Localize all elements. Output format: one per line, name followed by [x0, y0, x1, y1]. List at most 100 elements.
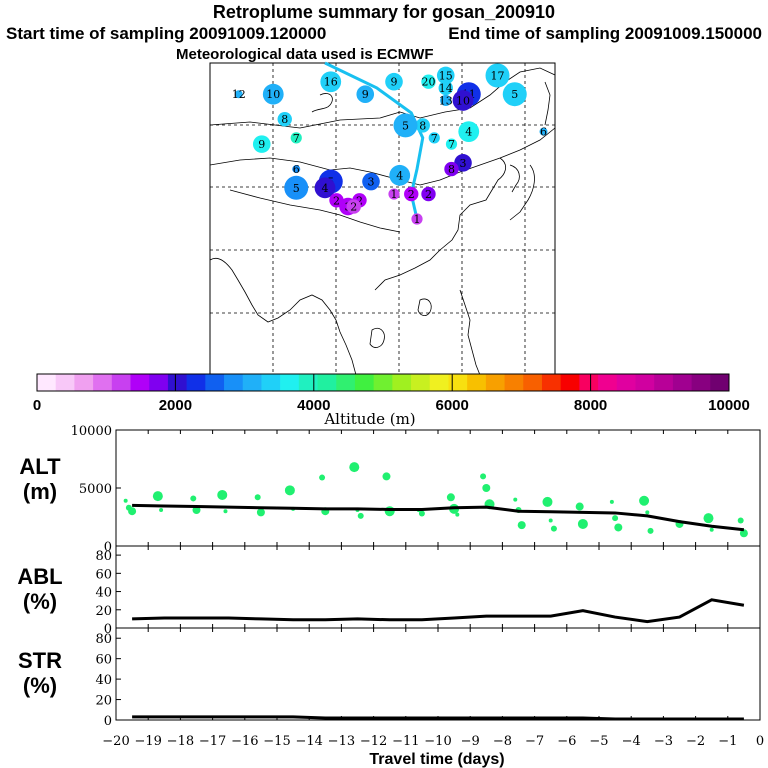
trajectory-marker: [485, 63, 510, 88]
marker-label: 2: [333, 194, 340, 207]
x-tick-label: −11: [392, 734, 419, 749]
marker-label: 8: [281, 113, 288, 126]
x-tick-label: −5: [589, 734, 608, 749]
colorbar-segment: [373, 374, 393, 391]
scatter-point: [737, 517, 744, 524]
trajectory-marker: [428, 132, 440, 144]
trajectory-marker: [415, 118, 430, 133]
trajectory-marker: [389, 164, 411, 186]
colorbar-segment: [598, 374, 618, 391]
marker-label: 15: [439, 69, 453, 82]
trajectory-marker: [458, 121, 480, 143]
marker-label: 10: [266, 88, 280, 101]
colorbar-frame: [36, 373, 730, 392]
x-tick-label: −7: [525, 734, 544, 749]
colorbar-segment: [93, 374, 113, 391]
marker-label: 13: [439, 94, 453, 107]
colorbar-segment: [205, 374, 225, 391]
scatter-point: [418, 510, 425, 517]
colorbar-segment: [130, 374, 150, 391]
x-tick-label: −15: [263, 734, 290, 749]
colorbar-segment: [691, 374, 711, 391]
colorbar-tick-label: 6000: [436, 397, 469, 414]
alt-label: ALT: [19, 454, 61, 479]
colorbar-segment: [467, 374, 487, 391]
colorbar-tick-label: 2000: [159, 397, 192, 414]
trajectory-marker: [290, 132, 302, 144]
x-tick-label: −3: [654, 734, 673, 749]
scatter-point: [159, 508, 164, 513]
y-tick-label: 0: [104, 714, 112, 729]
scatter-point: [739, 529, 748, 538]
scatter-point: [647, 527, 654, 534]
colorbar-tick-label: 0: [33, 397, 41, 414]
colorbar-segment: [242, 374, 262, 391]
x-tick-label: −1: [718, 734, 737, 749]
colorbar-tick-label: 10000: [708, 397, 750, 414]
coastlines: [209, 67, 556, 376]
trajectory-marker: [440, 94, 452, 107]
x-axis-label: Travel time (days): [369, 751, 504, 768]
marker-label: 2: [350, 201, 357, 214]
colorbar-segment: [74, 374, 94, 391]
colorbar-segment: [167, 374, 188, 391]
alt-unit: (m): [23, 479, 57, 504]
x-tick-label: −20: [102, 734, 129, 749]
trajectory-marker: [234, 90, 243, 99]
colorbar-segment: [392, 374, 412, 391]
colorbar-segment: [616, 374, 636, 391]
marker-label: 4: [396, 169, 403, 182]
trajectory-marker: [421, 186, 436, 202]
marker-label: 9: [362, 88, 369, 101]
scatter-point: [612, 515, 619, 522]
trajectory-marker: [314, 177, 336, 199]
trajectory-marker: [445, 138, 458, 150]
x-tick-label: 0: [756, 734, 764, 749]
abl-unit: (%): [23, 589, 57, 614]
marker-label: 9: [391, 76, 398, 89]
colorbar-segment: [280, 374, 300, 391]
scatter-point: [575, 502, 584, 511]
trajectory-markers: 1210879651699201514131711105685747384543…: [232, 63, 548, 226]
colorbar-tick-label: 8000: [574, 397, 607, 414]
met-data: Meteorological data used is ECMWF: [176, 46, 434, 63]
colorbar-tick-label: 4000: [297, 397, 330, 414]
colorbar-segment: [541, 374, 562, 391]
scatter-point: [123, 498, 128, 503]
marker-label: 2: [408, 188, 415, 201]
y-tick-label: 5000: [79, 482, 112, 497]
scatter-point: [645, 510, 650, 515]
colorbar-segment: [149, 374, 169, 391]
colorbar-segment: [485, 374, 506, 391]
trajectory-marker: [252, 135, 271, 153]
scatter-point: [455, 512, 460, 517]
marker-label: 14: [439, 82, 453, 95]
scatter-point: [703, 513, 714, 524]
colorbar-segment: [654, 374, 674, 391]
trajectory-marker: [452, 90, 474, 111]
scatter-point: [349, 462, 360, 473]
y-tick-label: 0: [104, 540, 112, 555]
marker-label: 1: [414, 213, 421, 226]
scatter-point: [217, 489, 228, 500]
marker-label: 10: [456, 94, 470, 107]
y-tick-label: 40: [95, 673, 112, 688]
marker-label: 7: [448, 138, 455, 151]
scatter-point: [357, 512, 364, 519]
scatter-point: [190, 495, 197, 502]
alt-median-line: [132, 503, 745, 532]
scatter-point: [709, 527, 714, 532]
scatter-point: [152, 491, 163, 502]
y-tick-label: 10000: [71, 424, 112, 439]
marker-label: 6: [540, 126, 547, 139]
y-tick-label: 80: [95, 632, 112, 647]
marker-label: 7: [293, 132, 300, 145]
colorbar-segment: [579, 374, 599, 391]
scatter-point: [542, 496, 553, 507]
marker-label: 8: [448, 163, 455, 176]
start-time: Start time of sampling 20091009.120000: [6, 24, 327, 43]
trajectory-marker: [438, 80, 453, 96]
colorbar-segment: [672, 374, 693, 391]
trajectory-marker: [404, 186, 419, 202]
